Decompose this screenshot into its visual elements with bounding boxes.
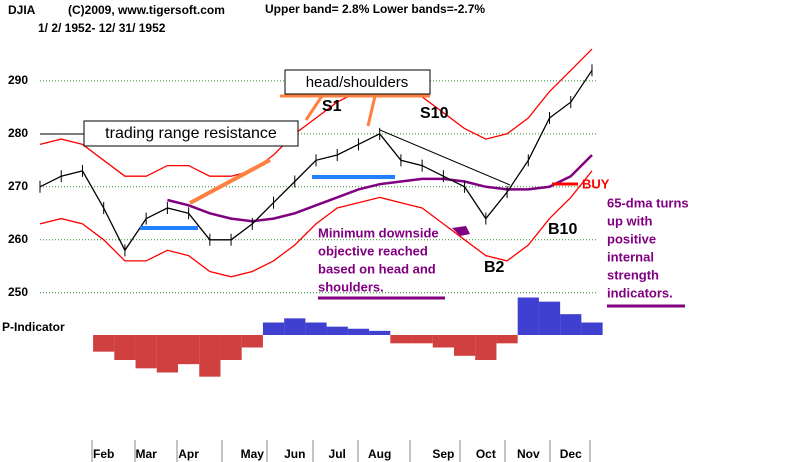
indicator-bar (390, 335, 412, 344)
symbol: DJIA (8, 3, 36, 17)
annotations: trading range resistance head/shoulders … (40, 69, 689, 308)
dma-note: indicators. (607, 285, 673, 300)
indicator-bar (156, 335, 179, 373)
x-tick-label: Oct (476, 447, 496, 461)
x-tick-label: Jul (329, 447, 346, 461)
month-separators (91, 440, 591, 462)
indicator-bar (326, 326, 348, 335)
indicator-bar (369, 330, 391, 335)
indicator-bar (411, 335, 433, 344)
dma-note: positive (607, 231, 656, 246)
indicator-bar (496, 335, 518, 344)
indicator-bar (262, 322, 285, 335)
indicator-bar (517, 297, 539, 335)
x-tick-label: Jun (284, 447, 305, 461)
indicator-bar (93, 335, 115, 352)
indicator-bar (581, 322, 603, 335)
y-tick-label: 270 (8, 179, 28, 193)
b2: B2 (484, 259, 505, 276)
indicator-bar (178, 335, 200, 365)
x-tick-label: Feb (93, 447, 114, 461)
indicator-bar (347, 328, 370, 335)
x-tick-label: Mar (135, 447, 157, 461)
objective-note: Minimum downside (318, 225, 439, 240)
y-tick-label: 260 (8, 232, 28, 246)
objective-note: objective reached (318, 243, 428, 258)
series-line (167, 154, 593, 223)
copyright: (C)2009, www.tigersoft.com (68, 3, 225, 17)
dma-note: strength (607, 267, 659, 282)
indicator-bar (560, 314, 582, 335)
objective-note: based on head and (318, 261, 436, 276)
indicator-bar (135, 335, 157, 369)
indicator-bar (241, 335, 263, 348)
buy: BUY (582, 176, 610, 191)
x-tick-label: Dec (560, 447, 582, 461)
indicator-bar (220, 335, 242, 360)
y-tick-label: 250 (8, 285, 28, 299)
indicator-bar (305, 322, 327, 335)
dma-note: internal (607, 249, 654, 264)
resistance-label: trading range resistance (105, 125, 277, 142)
indicator-bar (199, 335, 221, 377)
s10: S10 (420, 105, 449, 122)
band-info: Upper band= 2.8% Lower bands=-2.7% (265, 2, 485, 16)
indicator-bar (475, 335, 497, 360)
series-line (39, 170, 593, 278)
b10: B10 (548, 221, 577, 238)
x-tick-label: May (241, 447, 265, 461)
dma-note: 65-dma turns (607, 195, 689, 210)
x-tick-label: Aug (368, 447, 391, 461)
s1: S1 (322, 98, 342, 115)
indicator-bar (538, 301, 561, 335)
y-tick-label: 280 (8, 126, 28, 140)
y-tick-label: 290 (8, 73, 28, 87)
x-tick-label: Nov (517, 447, 540, 461)
indicator-bar (454, 335, 476, 356)
indicator-bar (284, 318, 306, 335)
dma-note: up with (607, 213, 653, 228)
indicator-bar (114, 335, 136, 360)
indicator-bar (432, 335, 454, 348)
x-tick-label: Apr (178, 447, 199, 461)
x-tick-label: Sep (432, 447, 454, 461)
date-range: 1/ 2/ 1952- 12/ 31/ 1952 (38, 21, 166, 35)
head-shoulders-label: head/shoulders (306, 74, 409, 91)
series-line (39, 48, 593, 177)
objective-note: shoulders. (318, 279, 384, 294)
indicator-label: P-Indicator (2, 320, 65, 334)
